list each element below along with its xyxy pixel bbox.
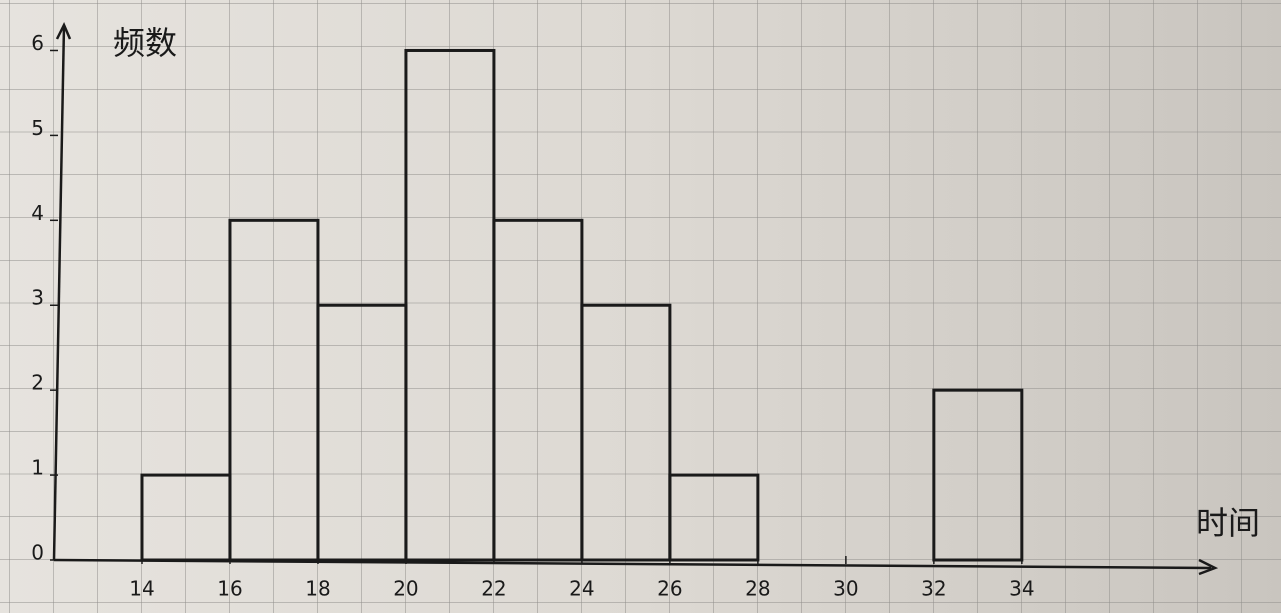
x-axis-arrow xyxy=(1198,558,1219,576)
y-axis-arrow xyxy=(55,22,72,40)
x-tick-label: 18 xyxy=(305,577,330,601)
x-tick-label: 32 xyxy=(921,577,946,601)
x-tick-label: 34 xyxy=(1009,577,1034,601)
y-tick-label: 2 xyxy=(31,371,44,395)
x-tick-label: 22 xyxy=(481,577,506,601)
x-tick-label: 26 xyxy=(657,577,682,601)
bar xyxy=(668,473,760,562)
y-axis xyxy=(52,24,66,561)
y-tick-label: 3 xyxy=(31,286,44,310)
x-tick-label: 30 xyxy=(833,577,858,601)
x-tick-label: 14 xyxy=(129,577,154,601)
bar xyxy=(580,303,672,562)
y-tick-label: 4 xyxy=(31,201,44,225)
y-axis-title: 频数 xyxy=(113,24,177,62)
y-tick-label: 6 xyxy=(31,31,44,55)
x-axis-title: 时间 xyxy=(1196,504,1260,542)
bar xyxy=(932,388,1024,562)
x-tick-label: 28 xyxy=(745,577,770,601)
y-tick-label: 1 xyxy=(31,456,44,480)
x-tick-label: 20 xyxy=(393,577,418,601)
y-tick-label: 5 xyxy=(31,116,44,140)
x-tick-label: 16 xyxy=(217,577,242,601)
x-tick-label: 24 xyxy=(569,577,594,601)
y-tick-label: 0 xyxy=(31,541,44,565)
